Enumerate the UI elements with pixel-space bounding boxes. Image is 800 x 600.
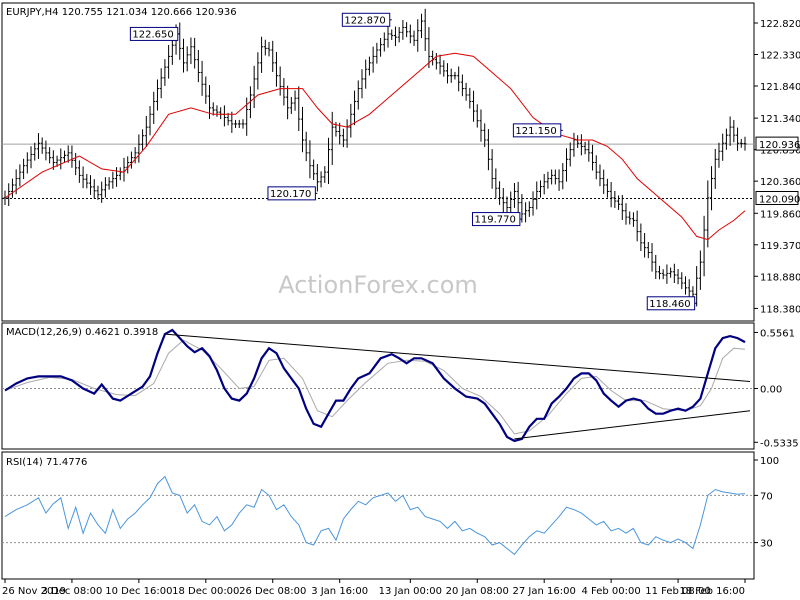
x-tick-label: 18 Feb 16:00 (679, 586, 745, 597)
price-y-callout-label: 120.090 (759, 195, 800, 206)
price-y-tick-label: 118.380 (760, 304, 800, 315)
rsi-y-tick-label: 70 (760, 491, 773, 502)
rsi-panel-label: RSI(14) 71.4776 (6, 457, 87, 468)
macd-y-tick-label: -0.5335 (760, 438, 799, 449)
x-tick-label: 27 Jan 16:00 (513, 586, 576, 597)
x-tick-label: 4 Feb 00:00 (582, 586, 641, 597)
x-tick-label: 3 Jan 16:00 (311, 586, 368, 597)
rsi-y-tick-label: 100 (760, 456, 779, 467)
price-y-tick-label: 122.330 (760, 51, 800, 62)
price-y-tick-label: 120.360 (760, 177, 800, 188)
price-y-tick-label: 118.880 (760, 272, 800, 283)
price-y-tick-label: 121.840 (760, 82, 800, 93)
macd-y-tick-label: 0.00 (760, 385, 782, 396)
x-tick-label: 18 Dec 00:00 (172, 586, 239, 597)
annotation-label: 122.650 (132, 29, 173, 40)
annotation-label: 120.170 (270, 189, 311, 200)
price-y-tick-label: 119.860 (760, 209, 800, 220)
annotation-label: 118.460 (649, 299, 690, 310)
price-y-callout-label: 120.936 (759, 140, 800, 151)
annotation-label: 121.150 (515, 126, 556, 137)
x-tick-label: 10 Dec 16:00 (105, 586, 172, 597)
macd-panel-label: MACD(12,26,9) 0.4621 0.3918 (6, 327, 158, 338)
price-y-tick-label: 119.370 (760, 241, 800, 252)
x-tick-label: 3 Dec 08:00 (41, 586, 102, 597)
x-tick-label: 20 Jan 08:00 (446, 586, 509, 597)
price-y-tick-label: 122.820 (760, 19, 800, 30)
macd-y-tick-label: 0.5561 (760, 328, 795, 339)
annotation-label: 119.770 (474, 215, 515, 226)
watermark: ActionForex.com (278, 271, 478, 299)
x-tick-label: 13 Jan 00:00 (379, 586, 442, 597)
rsi-y-tick-label: 30 (760, 539, 773, 550)
annotation-label: 122.870 (344, 15, 385, 26)
x-tick-label: 26 Dec 08:00 (239, 586, 306, 597)
price-panel-title: EURJPY,H4 120.755 121.034 120.666 120.93… (6, 7, 237, 18)
price-y-tick-label: 121.340 (760, 114, 800, 125)
